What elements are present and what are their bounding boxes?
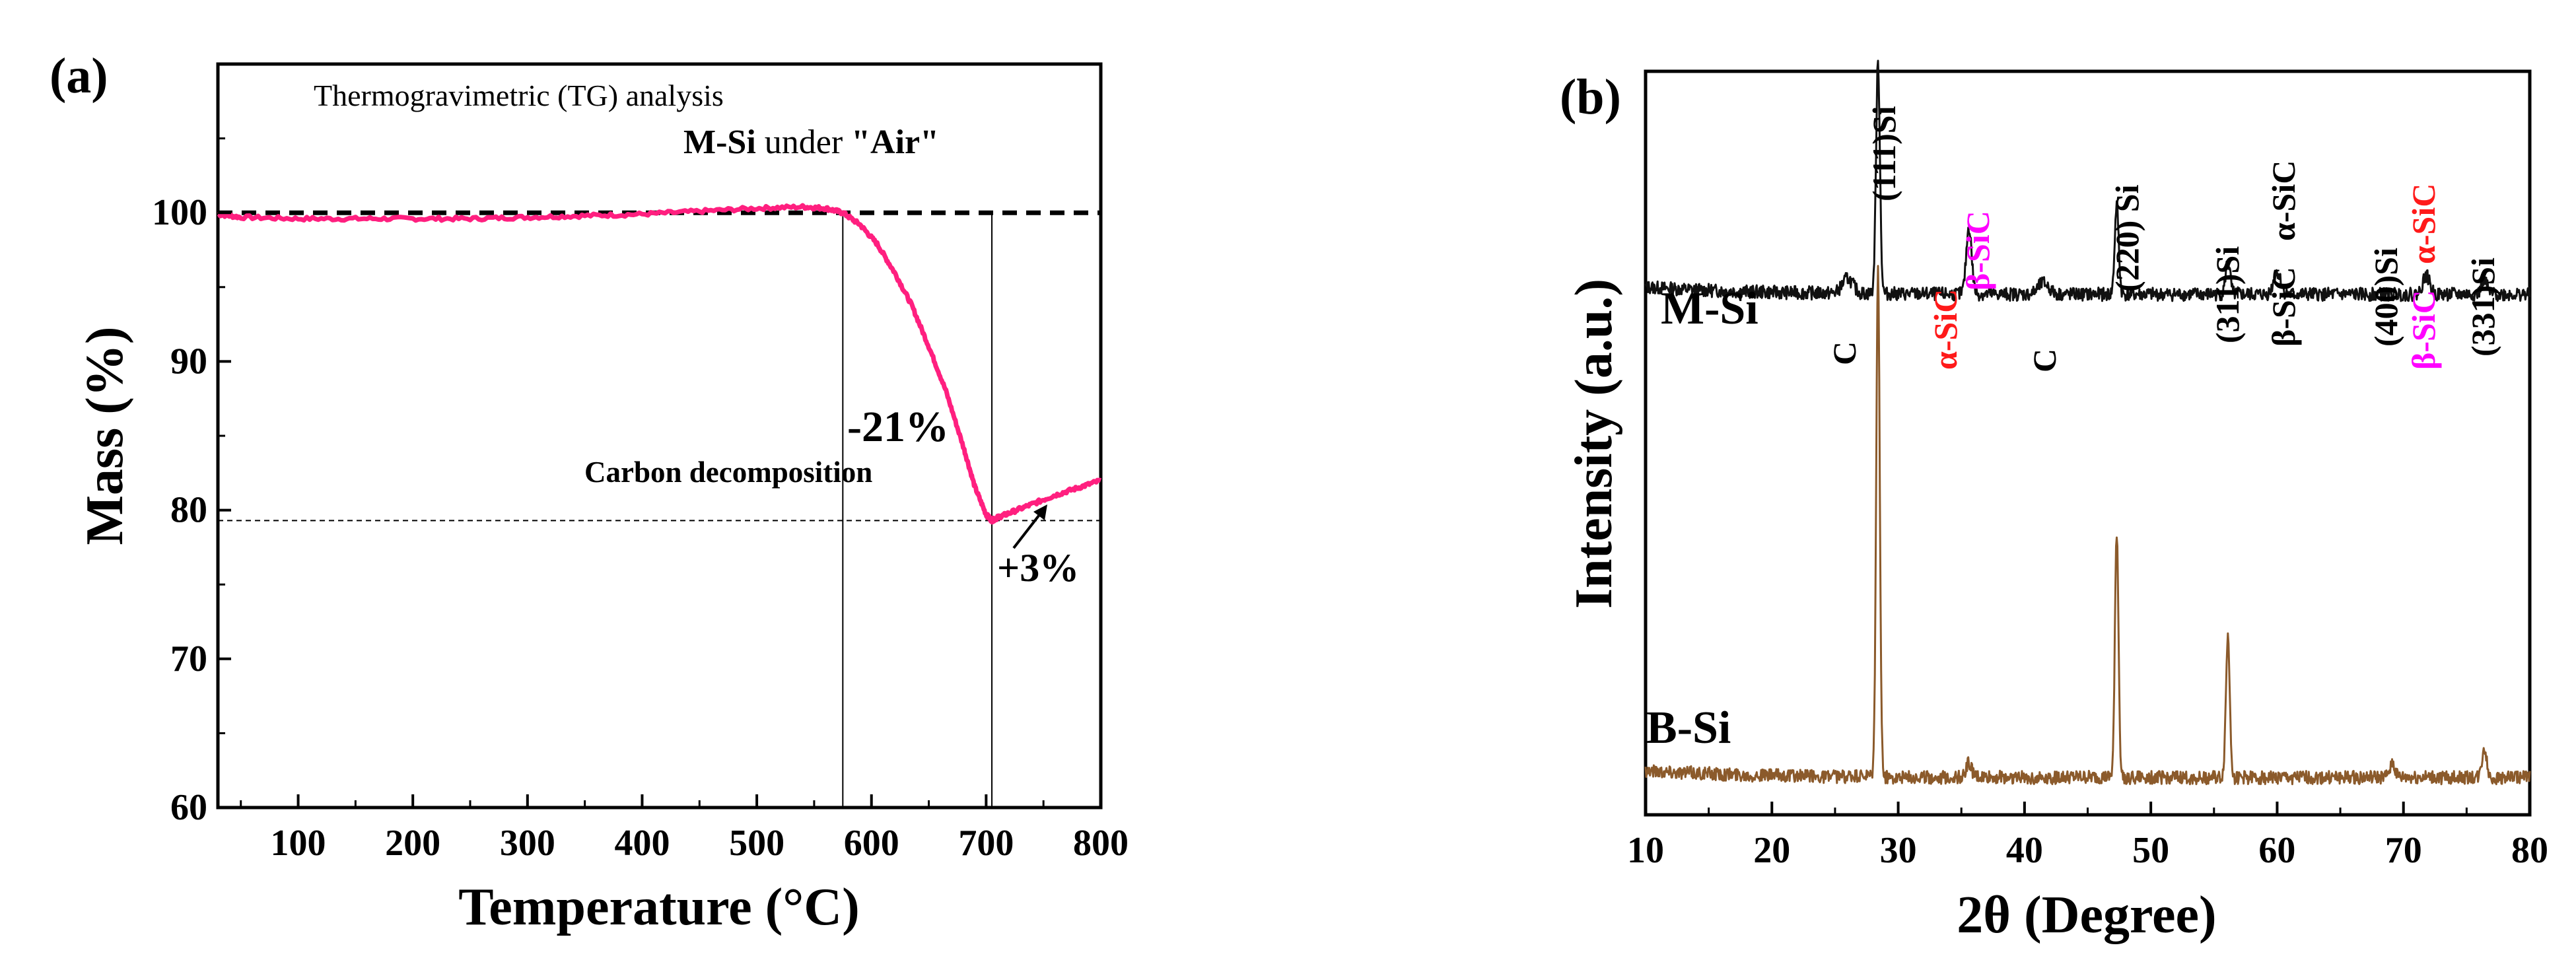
panel-a-x-axis-label: Temperature (°C)	[458, 878, 859, 936]
panel-b-y-axis-label: Intensity (a.u.)	[1565, 279, 1623, 609]
x-tick-label: 800	[1073, 823, 1129, 864]
x-tick-label: 500	[729, 823, 784, 864]
x-tick-label: 600	[844, 823, 899, 864]
y-tick-label: 60	[170, 787, 207, 828]
panel-a-y-axis-label: Mass (%)	[76, 326, 134, 545]
x-tick-label: 40	[2006, 830, 2043, 871]
panel-b-plot-frame	[1644, 69, 2532, 817]
series-label-m-si: M-Si	[1661, 283, 1758, 334]
peak-labels: C α-SiC β-SiC (111)Si C (220) Si (311)Si…	[1826, 106, 2501, 372]
peak-label-si-400: (400)Si	[2367, 248, 2404, 347]
panel-a-plot-frame	[216, 62, 1103, 810]
panel-b-label: (b)	[1560, 69, 1621, 125]
panel-a-subtitle-under: under	[756, 123, 851, 161]
panel-a-reference-lines	[218, 210, 1101, 808]
panel-a-title: Thermogravimetric (TG) analysis	[314, 79, 724, 112]
panel-a-label: (a)	[50, 48, 108, 104]
panel-b-x-ticks: 10 20 30 40 50 60 70 80	[1627, 802, 2548, 871]
series-line-m-si	[217, 203, 1102, 525]
peak-label-si-111: (111)Si	[1865, 106, 1902, 201]
peak-label-alpha-sic-2: α-SiC	[2265, 160, 2302, 241]
panel-a-subtitle: M-Si under "Air"	[683, 123, 939, 161]
panel-a-x-ticks: 100 200 300 400 500 600 700 800	[240, 794, 1129, 864]
series-line-b-si	[1644, 265, 2531, 786]
x-tick-label: 60	[2258, 830, 2295, 871]
annotation-gain-arrow-shaft	[1012, 508, 1045, 549]
y-tick-label: 100	[152, 192, 207, 233]
series-line-m-si	[1644, 59, 2531, 302]
peak-label-si-331: (331)Si	[2464, 258, 2501, 357]
x-tick-label: 20	[1753, 830, 1790, 871]
panel-a-series	[217, 203, 1102, 525]
x-tick-label: 100	[271, 823, 326, 864]
x-tick-label: 70	[2385, 830, 2422, 871]
annotation-gain: +3%	[997, 546, 1079, 590]
peak-label-si-220: (220) Si	[2108, 184, 2145, 292]
annotation-loss: -21%	[847, 403, 949, 451]
x-tick-label: 400	[614, 823, 670, 864]
peak-label-beta-sic-2: β-SiC	[2265, 267, 2302, 347]
panel-a-tg-chart: (a) 100 200 300 400 500 600 700 800 60 70 80 90 100…	[50, 48, 1129, 936]
x-tick-label: 200	[385, 823, 440, 864]
annotation-gain-arrow-head	[1033, 504, 1047, 520]
peak-label-beta-sic-3: β-SiC	[2405, 290, 2442, 370]
x-tick-label: 80	[2511, 830, 2548, 871]
panel-b-series	[1644, 59, 2531, 786]
annotation-carbon-decomposition: Carbon decomposition	[584, 456, 872, 489]
panel-b-x-axis-label: 2θ (Degree)	[1957, 886, 2216, 944]
panel-a-subtitle-air: "Air"	[851, 123, 939, 161]
peak-label-si-311: (311)Si	[2209, 246, 2246, 343]
series-label-b-si: B-Si	[1646, 703, 1731, 753]
y-tick-label: 90	[170, 341, 207, 382]
panel-a-subtitle-sample: M-Si	[683, 123, 756, 161]
panel-b-xrd-chart: (b) 10 20 30 40 50 60 70 80 M-Si B-Si C α-SiC β…	[1560, 59, 2548, 944]
x-tick-label: 50	[2132, 830, 2169, 871]
x-tick-label: 300	[500, 823, 555, 864]
panel-a-y-ticks: 60 70 80 90 100	[152, 137, 231, 828]
peak-label-c1: C	[1826, 341, 1863, 365]
x-tick-label: 30	[1880, 830, 1917, 871]
peak-label-c2: C	[2026, 349, 2063, 372]
peak-label-alpha-sic-1: α-SiC	[1927, 289, 1964, 370]
x-tick-label: 10	[1627, 830, 1664, 871]
peak-label-alpha-sic-3: α-SiC	[2405, 184, 2442, 264]
y-tick-label: 80	[170, 490, 207, 531]
x-tick-label: 700	[958, 823, 1014, 864]
y-tick-label: 70	[170, 639, 207, 679]
peak-label-beta-sic-1: β-SiC	[1959, 211, 1996, 291]
